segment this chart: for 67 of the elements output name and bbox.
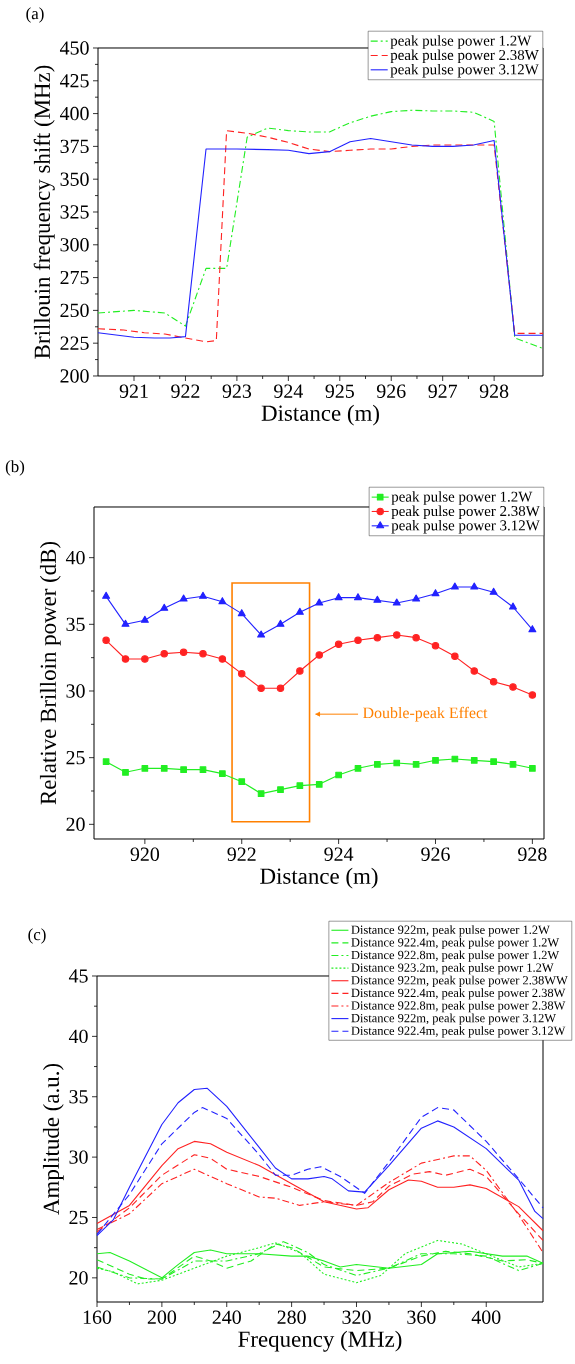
y-tick-label: 35 [69, 1090, 88, 1104]
y-tick-label: 30 [66, 684, 85, 698]
y-tick-label: 20 [69, 1271, 88, 1285]
y-tick-label: 225 [60, 336, 89, 350]
y-tick-label: 350 [60, 172, 89, 186]
legend-label: Distance 922m, peak pulse power 1.2W [351, 925, 550, 937]
x-tick-label: 928 [479, 384, 509, 398]
text: (a) [26, 7, 44, 23]
x-axis-title: Distance (m) [260, 867, 378, 889]
x-axis-title: Distance (m) [261, 404, 379, 426]
y-tick-label: 40 [65, 550, 85, 565]
legend-label: Distance 922m, peak pulse power 2.38WW [351, 975, 568, 987]
x-tick-label: 926 [376, 384, 406, 398]
y-tick-label: 250 [60, 303, 89, 318]
legend-label: Distance 922.8m, peak pulse power 1.2W [351, 950, 560, 962]
x-tick-label: 280 [277, 1310, 306, 1324]
y-tick-label: 30 [69, 1150, 88, 1164]
y-axis-title: Amplitude (a.u.) [42, 1063, 64, 1215]
text: (c) [28, 928, 46, 944]
x-tick-label: 320 [342, 1310, 371, 1324]
y-tick-label: 25 [69, 1210, 88, 1225]
legend-label: Distance 923.2m, peak pulse powr 1.2W [351, 963, 554, 975]
x-tick-label: 160 [83, 1310, 112, 1324]
x-tick-label: 923 [222, 384, 252, 398]
x-tick-label: 922 [171, 384, 200, 398]
legend-label: peak pulse power 3.12W [391, 519, 540, 534]
y-tick-label: 40 [68, 1029, 88, 1044]
legend-label: Distance 922.8m, peak pulse power 2.38W [351, 1000, 566, 1013]
y-tick-label: 400 [59, 106, 89, 121]
legend-label: Distance 922m, peak pulse power 3.12W [351, 1013, 557, 1025]
x-tick-label: 921 [119, 384, 148, 398]
y-axis-title: Brillouin frequency shift (MHz) [33, 65, 55, 359]
y-tick-label: 300 [60, 238, 89, 252]
x-tick-label: 927 [428, 384, 458, 398]
annotation: Double-peak Effect [363, 706, 488, 722]
x-tick-label: 240 [212, 1310, 241, 1324]
legend-label: peak pulse power 2.38W [391, 505, 540, 520]
legend-label: Distance 922.4m, peak pulse power 3.12W [351, 1026, 566, 1038]
y-tick-label: 375 [60, 139, 89, 154]
y-axis-title: Relative Brilloin power (dB) [39, 541, 61, 805]
x-tick-label: 924 [274, 384, 303, 398]
y-tick-label: 325 [60, 205, 89, 219]
y-tick-label: 20 [66, 817, 85, 832]
y-tick-label: 25 [66, 750, 85, 765]
x-tick-label: 360 [407, 1310, 436, 1324]
legend-label: peak pulse power 1.2W [391, 491, 533, 505]
x-tick-label: 400 [471, 1310, 501, 1324]
y-tick-label: 450 [59, 41, 89, 55]
y-tick-label: 275 [60, 270, 89, 285]
x-axis-title: Frequency (MHz) [238, 1330, 402, 1352]
x-tick-label: 924 [324, 847, 354, 861]
legend-label: peak pulse power 2.38W [390, 49, 539, 64]
legend-label: Distance 922.4m, peak pulse power 2.38W [351, 988, 566, 1000]
text: (b) [5, 460, 25, 476]
legend-label: Distance 922.4m, peak pulse power 1.2W [351, 937, 560, 950]
x-tick-label: 920 [130, 847, 160, 861]
legend-label: peak pulse power 1.2W [390, 35, 532, 49]
y-tick-label: 200 [60, 369, 89, 383]
x-tick-label: 926 [421, 847, 450, 861]
y-tick-label: 425 [59, 74, 89, 88]
x-tick-label: 925 [325, 384, 354, 398]
x-tick-label: 200 [147, 1310, 177, 1324]
legend-label: peak pulse power 3.12W [390, 63, 539, 78]
y-tick-label: 35 [66, 617, 85, 632]
y-tick-label: 45 [68, 969, 88, 983]
x-tick-label: 922 [227, 847, 256, 861]
x-tick-label: 928 [518, 847, 547, 861]
